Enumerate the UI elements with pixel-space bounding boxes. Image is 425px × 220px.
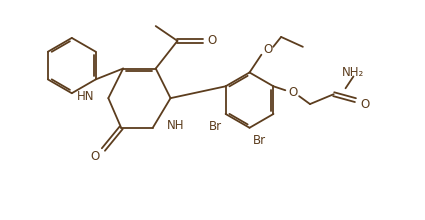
Text: NH: NH [167,119,184,132]
Text: NH₂: NH₂ [342,66,365,79]
Text: HN: HN [77,90,94,103]
Text: Br: Br [253,134,266,147]
Text: O: O [361,98,370,111]
Text: O: O [289,86,298,99]
Text: Br: Br [209,120,222,133]
Text: O: O [264,43,273,56]
Text: O: O [91,150,100,163]
Text: O: O [207,34,217,47]
